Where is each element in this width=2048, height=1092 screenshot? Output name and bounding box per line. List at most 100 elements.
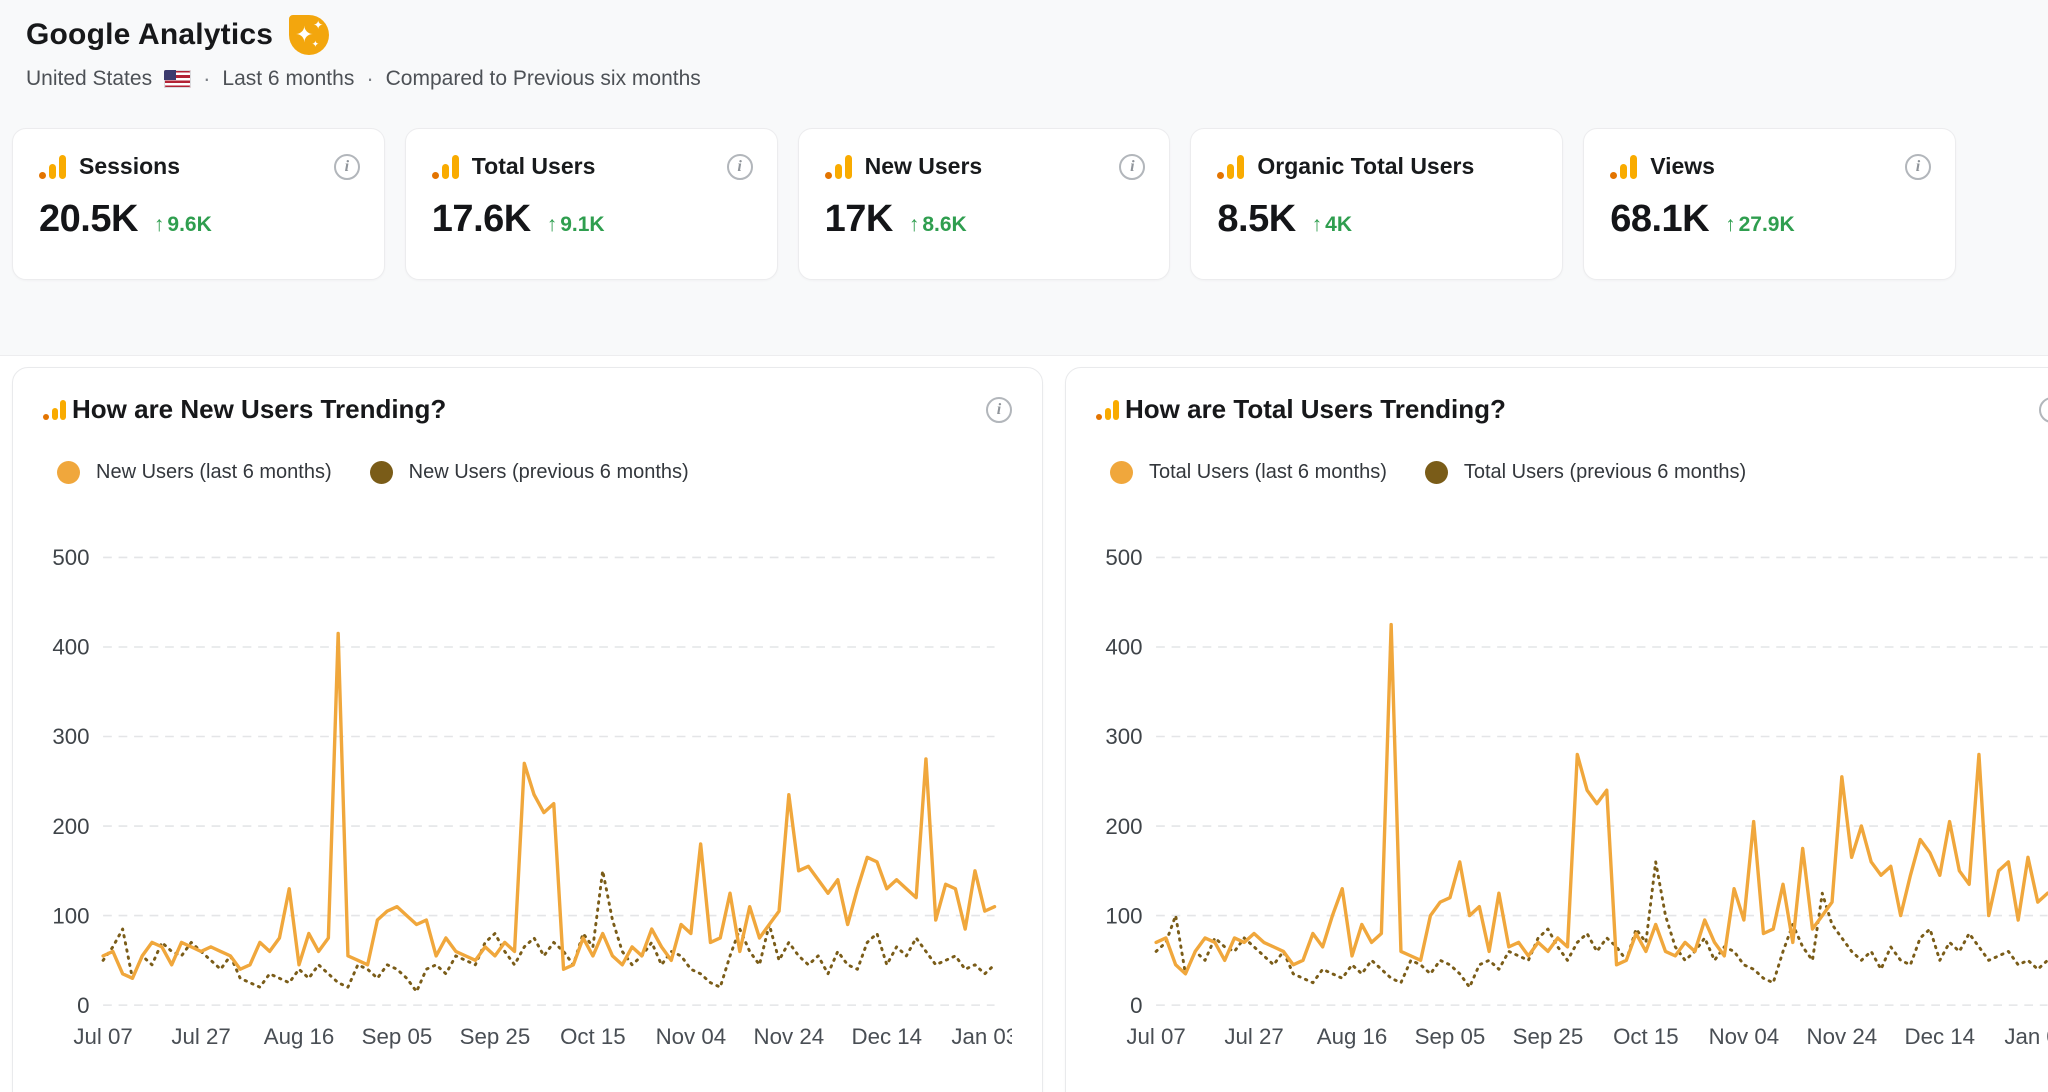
chart-title: How are New Users Trending?: [72, 394, 447, 424]
chart-legend: Total Users (last 6 months) Total Users …: [1096, 461, 2048, 484]
kpi-card-sessions: Sessions i 20.5K ↑ 9.6K: [12, 128, 385, 280]
svg-text:Sep 25: Sep 25: [1513, 1024, 1584, 1049]
kpi-delta: ↑ 27.9K: [1725, 213, 1795, 236]
kpi-card-views: Views i 68.1K ↑ 27.9K: [1583, 128, 1956, 280]
svg-text:Jul 07: Jul 07: [1126, 1024, 1185, 1049]
svg-text:200: 200: [52, 814, 89, 839]
svg-text:Jul 07: Jul 07: [73, 1024, 132, 1049]
svg-text:Aug 16: Aug 16: [264, 1024, 335, 1049]
svg-text:Nov 04: Nov 04: [1709, 1024, 1780, 1049]
analytics-bars-icon: [1096, 399, 1119, 420]
total-users-line-chart: 0 100 200 300 400 500 Jul 07 Jul 27 Aug 16 Sep 05…: [1105, 545, 2048, 1049]
kpi-card-row: Sessions i 20.5K ↑ 9.6K Total Users i 17.…: [12, 128, 1956, 280]
svg-text:0: 0: [1130, 993, 1142, 1018]
kpi-label: Total Users: [471, 153, 596, 179]
info-icon[interactable]: i: [986, 396, 1012, 423]
legend-dot-icon: [1110, 461, 1133, 484]
kpi-delta: ↑ 9.1K: [546, 213, 605, 236]
new-users-line-chart: 0 100 200 300 400 500 Jul 07 Jul 27 Aug 16 Sep 05…: [52, 545, 1012, 1049]
location-label: United States: [26, 67, 153, 90]
up-arrow-icon: ↑: [1725, 213, 1736, 236]
svg-text:500: 500: [52, 545, 89, 570]
chart-title: How are Total Users Trending?: [1125, 394, 1506, 424]
kpi-value: 68.1K: [1610, 198, 1710, 240]
up-arrow-icon: ↑: [546, 213, 558, 236]
ai-sparkle-badge: ✦ ✦ ✦: [289, 15, 330, 55]
kpi-label: Views: [1650, 153, 1715, 179]
kpi-delta: ↑ 9.6K: [153, 213, 212, 236]
svg-text:Aug 16: Aug 16: [1317, 1024, 1388, 1049]
comparison-label: Compared to Previous six months: [385, 67, 701, 90]
svg-text:Sep 05: Sep 05: [362, 1024, 433, 1049]
legend-item: New Users (last 6 months): [57, 461, 332, 484]
kpi-label: Sessions: [79, 153, 180, 179]
header-section: Google Analytics ✦ ✦ ✦ United States · L…: [0, 0, 2048, 356]
kpi-value: 20.5K: [39, 198, 138, 240]
up-arrow-icon: ↑: [153, 213, 165, 236]
analytics-bars-icon: [39, 154, 66, 179]
legend-dot-icon: [1424, 461, 1448, 484]
svg-text:0: 0: [77, 993, 89, 1018]
chart-legend: New Users (last 6 months) New Users (pre…: [43, 461, 1012, 484]
legend-dot-icon: [57, 461, 80, 484]
svg-text:100: 100: [52, 903, 89, 928]
up-arrow-icon: ↑: [908, 213, 920, 236]
analytics-bars-icon: [824, 154, 852, 179]
kpi-label: New Users: [864, 153, 983, 179]
charts-section: How are New Users Trending? i New Users …: [0, 367, 2048, 1092]
svg-text:Jan 03: Jan 03: [2004, 1024, 2048, 1049]
legend-label: New Users (last 6 months): [96, 461, 332, 483]
svg-text:300: 300: [52, 724, 89, 749]
legend-item: Total Users (last 6 months): [1110, 461, 1387, 484]
kpi-card-new-users: New Users i 17K ↑ 8.6K: [797, 128, 1171, 280]
svg-text:300: 300: [1105, 724, 1142, 749]
sparkle-icon: ✦: [311, 39, 320, 49]
kpi-card-organic-total-users: Organic Total Users 8.5K ↑ 4K: [1190, 128, 1564, 280]
analytics-bars-icon: [1610, 154, 1638, 179]
info-icon[interactable]: i: [2039, 396, 2048, 423]
svg-text:Jul 27: Jul 27: [1224, 1024, 1283, 1049]
sparkle-icon: ✦: [295, 22, 314, 47]
kpi-value: 8.5K: [1217, 198, 1296, 240]
info-icon[interactable]: i: [726, 153, 753, 180]
kpi-card-total-users: Total Users i 17.6K ↑ 9.1K: [404, 128, 778, 280]
svg-text:100: 100: [1105, 903, 1142, 928]
info-icon[interactable]: i: [1904, 153, 1931, 180]
kpi-delta: ↑ 8.6K: [908, 213, 967, 236]
kpi-delta: ↑ 4K: [1311, 213, 1353, 236]
legend-label: New Users (previous 6 months): [408, 461, 689, 483]
page-title: Google Analytics: [26, 18, 274, 51]
svg-text:Nov 24: Nov 24: [754, 1024, 825, 1049]
kpi-value: 17.6K: [431, 198, 531, 240]
info-icon[interactable]: i: [333, 153, 360, 180]
kpi-value: 17K: [824, 198, 894, 240]
date-range-label: Last 6 months: [222, 67, 355, 90]
us-flag-icon: [164, 70, 192, 88]
legend-dot-icon: [369, 461, 393, 484]
svg-text:Nov 04: Nov 04: [656, 1024, 727, 1049]
svg-text:Sep 05: Sep 05: [1415, 1024, 1486, 1049]
svg-text:Oct 15: Oct 15: [560, 1024, 626, 1049]
svg-text:Jul 27: Jul 27: [171, 1024, 230, 1049]
analytics-bars-icon: [43, 399, 66, 420]
svg-text:Oct 15: Oct 15: [1613, 1024, 1679, 1049]
svg-text:400: 400: [52, 635, 89, 660]
svg-text:Dec 14: Dec 14: [852, 1024, 923, 1049]
sparkle-icon: ✦: [313, 18, 324, 32]
analytics-bars-icon: [1217, 154, 1245, 179]
report-context: United States · Last 6 months · Compared…: [26, 66, 2048, 92]
chart-panel-total-users-trend: How are Total Users Trending? i Total Us…: [1065, 367, 2048, 1092]
svg-text:500: 500: [1105, 545, 1142, 570]
info-icon[interactable]: i: [1119, 153, 1146, 180]
kpi-label: Organic Total Users: [1257, 153, 1475, 179]
separator: ·: [366, 66, 374, 91]
chart-panel-new-users-trend: How are New Users Trending? i New Users …: [12, 367, 1043, 1092]
svg-text:Dec 14: Dec 14: [1905, 1024, 1976, 1049]
svg-text:200: 200: [1105, 814, 1142, 839]
legend-item: New Users (previous 6 months): [369, 461, 689, 484]
legend-item: Total Users (previous 6 months): [1424, 461, 1747, 484]
separator: ·: [203, 66, 211, 91]
analytics-bars-icon: [431, 154, 459, 179]
legend-label: Total Users (previous 6 months): [1463, 461, 1747, 483]
svg-text:Jan 03: Jan 03: [951, 1024, 1012, 1049]
